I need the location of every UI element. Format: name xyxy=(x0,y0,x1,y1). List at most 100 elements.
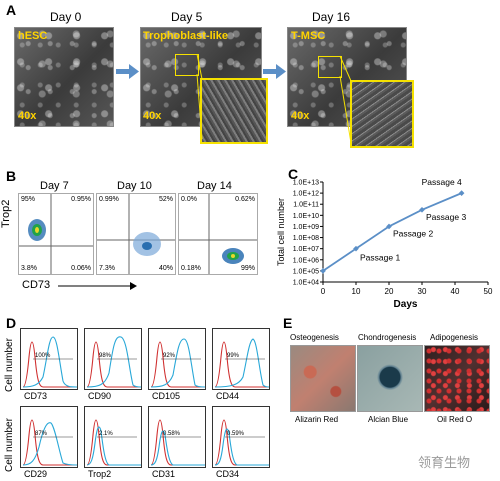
y-tick-label: 1.0E+09 xyxy=(293,224,319,231)
histogram-trop2: 2.1% xyxy=(84,406,142,468)
panel-a-label: A xyxy=(6,2,17,18)
histogram-percentage: 0.59% xyxy=(227,431,245,437)
quadrant-br: 0.06% xyxy=(71,265,91,272)
panel-b-label: B xyxy=(6,168,17,184)
sample-histogram xyxy=(150,430,205,466)
panel-b-y-axis: Trop2 xyxy=(0,199,12,228)
x-tick-label: 30 xyxy=(418,287,427,296)
panel-a-day-5: Day 5 xyxy=(171,10,203,24)
chondrogenesis-title: Chondrogenesis xyxy=(358,333,417,342)
y-tick-label: 1.0E+04 xyxy=(293,280,319,287)
histogram-label: CD105 xyxy=(152,391,181,401)
histogram-label: CD29 xyxy=(24,469,48,479)
growth-chart: 1.0E+04 1.0E+05 1.0E+06 1.0E+07 1.0E+08 1.0E+… xyxy=(276,177,493,310)
sample-histogram xyxy=(86,426,141,466)
histogram-percentage: 87% xyxy=(35,431,48,437)
sample-histogram xyxy=(86,336,142,388)
quadrant-br: 99% xyxy=(240,265,255,272)
quadrant-tr: 0.62% xyxy=(235,196,255,203)
control-histogram xyxy=(22,341,77,388)
sample-histogram xyxy=(22,336,78,388)
hesc-micrograph xyxy=(14,27,114,127)
quadrant-tl: 95% xyxy=(21,196,36,203)
y-axis-label: Total cell number xyxy=(276,198,286,266)
quadrant-tl: 0.0% xyxy=(181,196,197,203)
y-tick-label: 1.0E+11 xyxy=(293,202,319,209)
data-point xyxy=(353,245,359,252)
trophoblast-inset xyxy=(200,78,268,144)
adipogenesis-title: Adipogenesis xyxy=(430,333,479,342)
data-point xyxy=(419,206,425,213)
data-point xyxy=(458,190,465,196)
histogram-label: Trop2 xyxy=(88,469,112,479)
panel-a-day-16: Day 16 xyxy=(312,10,351,24)
x-axis-label: Days xyxy=(394,299,418,310)
histogram-cd73: 100% xyxy=(20,328,78,390)
control-histogram xyxy=(86,341,141,388)
histogram-label: CD44 xyxy=(216,391,240,401)
panel-d-y-axis-bottom: Cell number xyxy=(4,418,15,472)
y-tick-label: 1.0E+13 xyxy=(293,180,319,187)
panel-a-lines xyxy=(116,53,352,144)
control-histogram xyxy=(214,419,269,466)
y-tick-label: 1.0E+08 xyxy=(293,235,319,242)
quadrant-bl: 3.8% xyxy=(21,265,37,272)
quadrant-br: 40% xyxy=(158,265,173,272)
trophoblast-label: Trophoblast-like xyxy=(143,30,228,42)
tmsc-magnification: 40x xyxy=(291,110,310,122)
panel-b-day-14: Day 14 xyxy=(197,180,232,192)
alcian-blue-label: Alcian Blue xyxy=(368,415,409,424)
watermark: 领育生物 xyxy=(418,456,471,471)
sample-histogram xyxy=(214,428,269,466)
x-tick-label: 50 xyxy=(484,287,493,296)
quadrant-bl: 7.3% xyxy=(99,265,115,272)
hesc-label: hESC xyxy=(18,30,48,42)
trophoblast-magnification: 40x xyxy=(143,110,162,122)
sample-histogram xyxy=(214,338,270,388)
passage-annotation: Passage 1 xyxy=(360,253,400,263)
y-tick-label: 1.0E+12 xyxy=(293,191,319,198)
panel-d-y-axis-top: Cell number xyxy=(4,338,15,392)
histogram-grid: 100% CD73 98% CD90 92% CD105 99% CD44 87% CD29 2.1… xyxy=(20,328,274,479)
y-tick-label: 1.0E+06 xyxy=(293,257,319,264)
histogram-label: CD73 xyxy=(24,391,48,401)
histogram-cd31: 0.58% xyxy=(148,406,206,468)
histogram-percentage: 92% xyxy=(163,353,176,359)
osteogenesis-title: Osteogenesis xyxy=(290,333,339,342)
x-tick-label: 20 xyxy=(385,287,394,296)
histogram-percentage: 0.58% xyxy=(163,431,181,437)
control-histogram xyxy=(150,419,205,466)
sample-histogram xyxy=(22,422,78,466)
histogram-cd90: 98% xyxy=(84,328,142,390)
passage-annotation: Passage 3 xyxy=(426,212,466,222)
control-histogram xyxy=(214,341,269,388)
quadrant-tl: 0.99% xyxy=(99,196,119,203)
trophoblast-zoom-region xyxy=(175,54,199,76)
panel-d-label: D xyxy=(6,315,17,331)
histogram-percentage: 99% xyxy=(227,353,240,359)
control-histogram xyxy=(86,419,141,466)
oil-red-o-image xyxy=(424,345,490,412)
arrow-icon xyxy=(116,64,286,79)
flow-plot-day-14: 0.0% 0.62% 0.18% 99% xyxy=(178,193,258,275)
passage-annotation: Passage 4 xyxy=(422,177,462,187)
panel-c-label: C xyxy=(288,166,299,182)
histogram-percentage: 100% xyxy=(35,353,51,359)
alizarin-red-image xyxy=(290,345,356,412)
panel-b-x-axis: CD73 xyxy=(22,279,51,291)
x-axis-arrow-icon xyxy=(58,282,137,290)
passage-annotation: Passage 2 xyxy=(393,228,433,238)
alcian-blue-image xyxy=(357,345,423,412)
panel-b-day-10: Day 10 xyxy=(117,180,152,192)
quadrant-tr: 0.95% xyxy=(71,196,91,203)
tmsc-zoom-region xyxy=(318,56,342,78)
quadrant-tr: 52% xyxy=(158,196,173,203)
y-tick-label: 1.0E+05 xyxy=(293,268,319,275)
hesc-magnification: 40x xyxy=(18,110,37,122)
x-tick-label: 0 xyxy=(321,287,326,296)
x-tick-label: 10 xyxy=(352,287,361,296)
sample-histogram xyxy=(150,338,206,388)
panel-b-day-7: Day 7 xyxy=(40,180,69,192)
histogram-percentage: 98% xyxy=(99,353,112,359)
